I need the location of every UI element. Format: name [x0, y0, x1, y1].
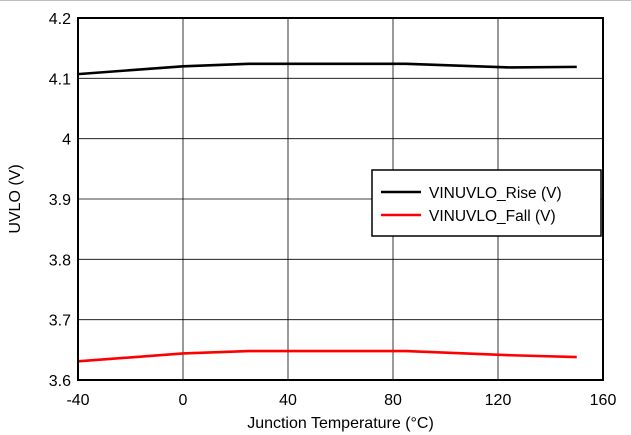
- y-tick-label: 3.6: [49, 373, 71, 390]
- y-tick-label: 4.1: [49, 71, 71, 88]
- y-axis-tick-labels: 3.6 3.7 3.8 3.9 4 4.1 4.2: [49, 11, 71, 390]
- top-border-line: [0, 0, 631, 1]
- y-tick-label: 4.2: [49, 11, 71, 28]
- legend: VINUVLO_Rise (V) VINUVLO_Fall (V): [371, 169, 602, 237]
- x-tick-label: -40: [66, 392, 89, 409]
- x-tick-label: 40: [279, 392, 297, 409]
- series-lines: [77, 62, 577, 363]
- x-axis-tick-labels: -40 0 40 80 120 160: [66, 392, 616, 409]
- y-tick-label: 3.7: [49, 313, 71, 330]
- x-tick-label: 120: [485, 392, 512, 409]
- x-tick-label: 80: [384, 392, 402, 409]
- y-tick-label: 4: [62, 132, 71, 149]
- legend-label: VINUVLO_Fall (V): [429, 208, 556, 225]
- series-line-fall: [77, 349, 577, 363]
- y-axis-label: UVLO (V): [7, 164, 24, 233]
- legend-box: [371, 169, 602, 237]
- y-tick-label: 3.8: [49, 252, 71, 269]
- x-tick-label: 160: [590, 392, 617, 409]
- legend-label: VINUVLO_Rise (V): [429, 185, 562, 202]
- series-line-rise: [77, 62, 577, 76]
- y-tick-label: 3.9: [49, 192, 71, 209]
- x-axis-label: Junction Temperature (°C): [247, 415, 434, 432]
- x-tick-label: 0: [179, 392, 188, 409]
- plot-area-frame: [77, 17, 604, 381]
